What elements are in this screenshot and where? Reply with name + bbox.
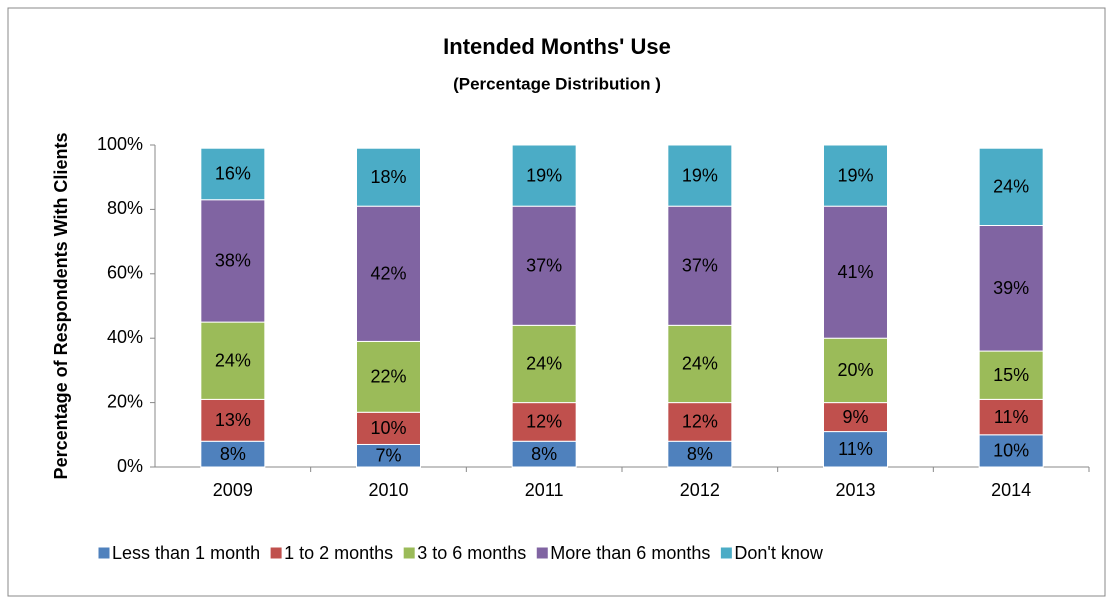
- bar-segment: [823, 144, 888, 207]
- bar-segment: [200, 440, 266, 468]
- legend-swatch: [97, 546, 111, 560]
- x-tick-label: 2013: [835, 480, 875, 500]
- data-label: 15%: [993, 365, 1029, 385]
- chart-title: Intended Months' Use: [443, 34, 671, 59]
- data-label: 8%: [220, 444, 246, 464]
- data-label: 19%: [837, 165, 873, 185]
- y-tick-label: 20%: [107, 391, 143, 411]
- data-label: 24%: [993, 177, 1029, 197]
- data-label: 22%: [370, 367, 406, 387]
- bar-segment: [200, 199, 266, 323]
- bar-segment: [667, 205, 733, 326]
- data-label: 11%: [994, 407, 1029, 427]
- bar-segment: [511, 205, 577, 326]
- bar-segment: [667, 144, 733, 207]
- data-label: 38%: [215, 251, 251, 271]
- data-label: 10%: [370, 418, 406, 438]
- y-tick-label: 40%: [107, 327, 143, 347]
- data-label: 8%: [687, 444, 713, 464]
- bar-segment: [823, 337, 888, 404]
- bar-segment: [356, 205, 421, 342]
- data-label: 24%: [682, 354, 718, 374]
- x-tick-label: 2012: [680, 480, 720, 500]
- data-label: 11%: [838, 439, 873, 459]
- bar-segment: [356, 340, 421, 413]
- bar-segment: [511, 402, 577, 442]
- data-label: 9%: [842, 407, 868, 427]
- x-tick-label: 2009: [213, 480, 253, 500]
- bar-segment: [823, 431, 888, 468]
- legend-label: More than 6 months: [550, 543, 710, 563]
- bar-segment: [511, 324, 577, 404]
- y-tick-label: 60%: [107, 263, 143, 283]
- legend-swatch: [402, 546, 416, 560]
- data-label: 42%: [370, 264, 406, 284]
- bar-segment: [511, 144, 577, 207]
- data-label: 8%: [531, 444, 557, 464]
- x-tick-label: 2011: [525, 480, 564, 500]
- data-label: 12%: [682, 412, 718, 432]
- legend-swatch: [269, 546, 283, 560]
- bar-segment: [200, 321, 266, 400]
- data-label: 16%: [215, 164, 251, 184]
- data-label: 10%: [993, 441, 1029, 461]
- data-label: 12%: [526, 412, 562, 432]
- data-label: 13%: [215, 410, 251, 430]
- bar-segment: [978, 147, 1044, 226]
- data-label: 37%: [526, 256, 562, 276]
- data-label: 20%: [837, 360, 873, 380]
- legend-label: Less than 1 month: [112, 543, 260, 563]
- legend-label: Don't know: [734, 543, 823, 563]
- data-label: 19%: [526, 165, 562, 185]
- data-label: 19%: [682, 165, 718, 185]
- bar-segment: [356, 411, 421, 445]
- legend-swatch: [719, 546, 733, 560]
- y-axis-label: Percentage of Respondents With Clients: [51, 133, 71, 480]
- bar-segment: [667, 324, 733, 404]
- data-label: 39%: [993, 278, 1029, 298]
- legend-label: 1 to 2 months: [284, 543, 393, 563]
- y-tick-label: 0%: [117, 456, 143, 476]
- y-tick-label: 80%: [107, 198, 143, 218]
- bar-segment: [667, 402, 733, 442]
- data-label: 24%: [526, 354, 562, 374]
- chart-subtitle: (Percentage Distribution ): [453, 74, 661, 93]
- y-tick-label: 100%: [97, 134, 143, 154]
- legend-label: 3 to 6 months: [417, 543, 526, 563]
- bar-segment: [667, 440, 733, 468]
- data-label: 7%: [375, 445, 401, 465]
- bar-segment: [200, 147, 266, 201]
- bar-segment: [356, 147, 421, 207]
- x-tick-label: 2010: [368, 480, 408, 500]
- data-label: 37%: [682, 256, 718, 276]
- data-label: 41%: [837, 262, 873, 282]
- bar-segment: [978, 398, 1044, 436]
- data-label: 18%: [370, 167, 406, 187]
- legend-swatch: [535, 546, 549, 560]
- data-label: 24%: [215, 350, 251, 370]
- x-tick-label: 2014: [991, 480, 1031, 500]
